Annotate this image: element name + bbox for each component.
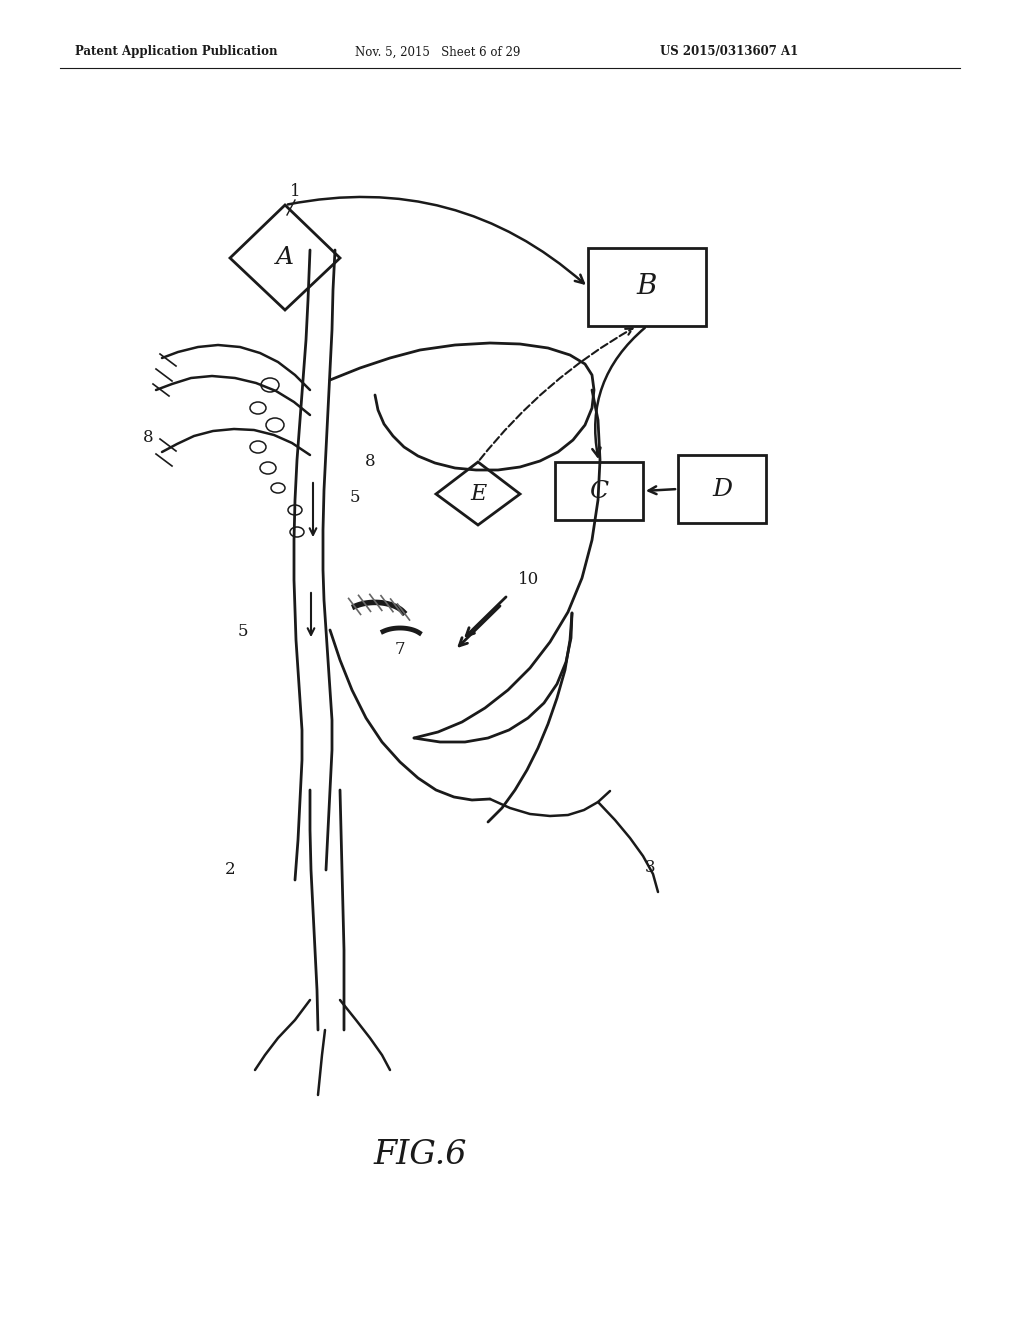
- Text: Patent Application Publication: Patent Application Publication: [75, 45, 278, 58]
- Text: 7: 7: [395, 642, 406, 659]
- Text: US 2015/0313607 A1: US 2015/0313607 A1: [660, 45, 799, 58]
- Text: A: A: [276, 247, 294, 269]
- Text: 1: 1: [290, 183, 300, 201]
- Text: 2: 2: [224, 862, 236, 879]
- Text: 8: 8: [365, 454, 376, 470]
- Text: 3: 3: [645, 859, 655, 876]
- Text: 5: 5: [350, 490, 360, 507]
- Text: 10: 10: [518, 572, 540, 589]
- Text: C: C: [590, 479, 608, 503]
- Text: 5: 5: [238, 623, 248, 640]
- Text: 8: 8: [142, 429, 154, 446]
- Text: E: E: [470, 483, 486, 506]
- Text: D: D: [712, 478, 732, 500]
- Text: Nov. 5, 2015   Sheet 6 of 29: Nov. 5, 2015 Sheet 6 of 29: [355, 45, 520, 58]
- Text: FIG.6: FIG.6: [374, 1139, 467, 1171]
- Text: B: B: [637, 273, 657, 301]
